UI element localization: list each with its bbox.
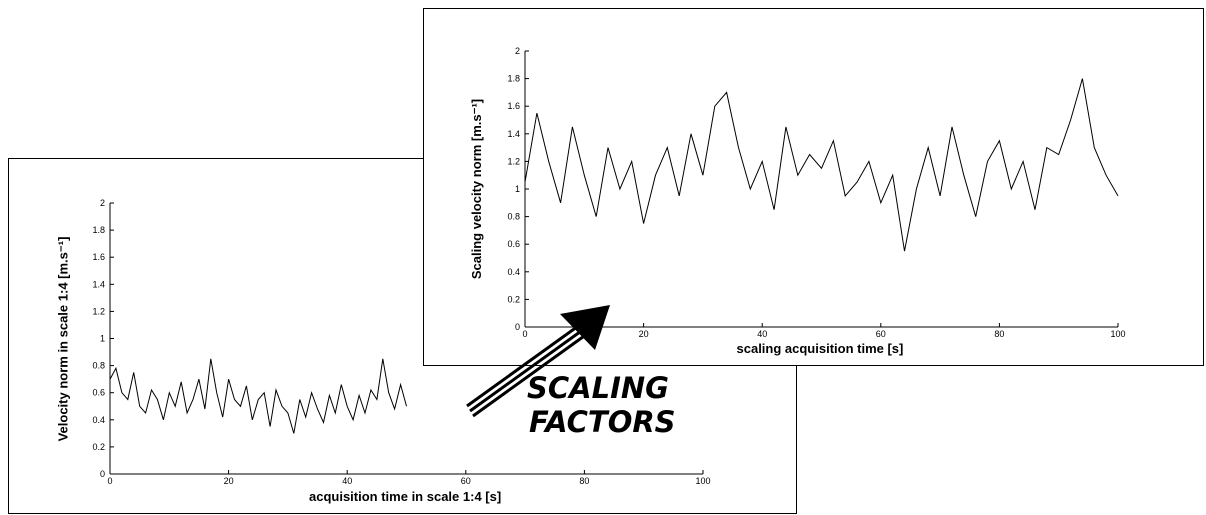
right-y-tick-label: 0	[515, 322, 520, 332]
right-y-tick-label: 0.2	[507, 294, 520, 304]
right-y-tick-label: 2	[515, 46, 520, 56]
left-y-axis-label: Velocity norm in scale 1:4 [m.s⁻¹]	[54, 236, 70, 442]
right-y-tick-label: 0.8	[507, 212, 520, 222]
right-y-tick-label: 1.6	[507, 101, 520, 111]
left-y-tick-label: 0.8	[92, 361, 105, 371]
scaling-factors-caption: SCALING FACTORS	[527, 371, 676, 439]
right-y-tick-label: 0.6	[507, 239, 520, 249]
left-y-tick-label: 1.8	[92, 225, 105, 235]
left-y-tick-label: 0.2	[92, 442, 105, 452]
left-y-tick-label: 1.6	[92, 252, 105, 262]
left-chart-svg: 00.20.40.60.811.21.41.61.820 20 40 60 80 100	[92, 198, 710, 486]
scaling-arrow	[455, 290, 625, 420]
caption-line-2: FACTORS	[529, 405, 676, 439]
left-x-axis-label: acquisition time in scale 1:4 [s]	[309, 489, 502, 504]
left-y-tick-label: 0.6	[92, 388, 105, 398]
left-x-tick-label: 100	[695, 476, 710, 486]
left-x-tick-label: 40	[342, 476, 352, 486]
right-x-tick-label: 80	[994, 329, 1004, 339]
right-chart-panel: 0 0.2 0.4 0.6 0.8 1 1.2 1.4 1.6 1.8 2 0 20 40 60 80 100 …	[423, 8, 1204, 366]
right-y-tick-label: 1.8	[507, 74, 520, 84]
left-x-tick-label: 60	[461, 476, 471, 486]
left-y-tick-label: 1.4	[92, 279, 105, 289]
right-y-tick-label: 1	[515, 184, 520, 194]
right-series-line	[524, 78, 1119, 252]
caption-line-1: SCALING	[527, 371, 669, 405]
left-x-tick-label: 0	[107, 476, 112, 486]
left-x-tick-label: 20	[224, 476, 234, 486]
right-x-tick-label: 100	[1110, 329, 1125, 339]
right-chart-svg: 00.20.40.60.811.21.41.61.820 20 40 60 80 100	[507, 46, 1125, 339]
right-x-tick-label: 60	[876, 329, 886, 339]
right-y-tick-label: 0.4	[507, 267, 520, 277]
arrow-icon	[466, 305, 610, 418]
left-y-tick-label: 1	[100, 334, 105, 344]
right-x-tick-label: 40	[757, 329, 767, 339]
left-x-tick-label: 80	[579, 476, 589, 486]
right-y-tick-label: 1.2	[507, 156, 520, 166]
left-y-tick-label: 2	[100, 198, 105, 208]
right-x-tick-label: 0	[522, 329, 527, 339]
left-y-tick-label: 0.4	[92, 415, 105, 425]
left-series-line	[109, 358, 407, 434]
left-y-tick-label: 0	[100, 469, 105, 479]
right-y-tick-label: 1.4	[507, 129, 520, 139]
right-x-tick-label: 20	[639, 329, 649, 339]
right-y-axis-label: Scaling velocity norm [m.s⁻¹]	[469, 98, 485, 280]
left-y-tick-label: 1.2	[92, 306, 105, 316]
right-x-axis-label: scaling acquisition time [s]	[736, 341, 904, 356]
